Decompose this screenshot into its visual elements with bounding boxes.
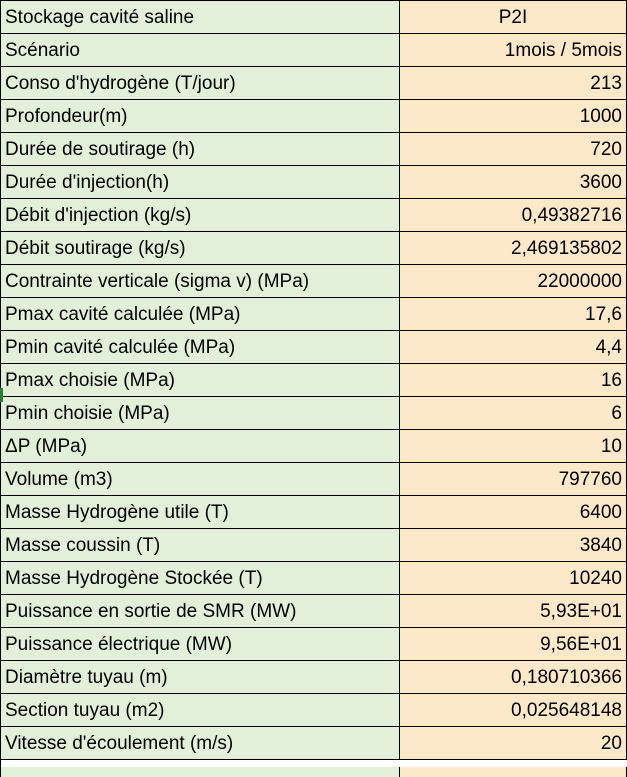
value-cell[interactable]: 20 (400, 727, 627, 760)
value-cell[interactable]: 16 (400, 364, 627, 397)
label-cell[interactable]: Durée d'injection(h) (0, 166, 400, 199)
value-cell[interactable]: 22000000 (400, 265, 627, 298)
label-cell[interactable]: Puissance en sortie de SMR (MW) (0, 595, 400, 628)
empty-table-row (0, 767, 627, 777)
value-cell[interactable]: 797760 (400, 463, 627, 496)
value-cell[interactable]: 2,469135802 (400, 232, 627, 265)
table-row: ΔP (MPa) 10 (0, 430, 627, 463)
label-cell[interactable]: Durée de soutirage (h) (0, 133, 400, 166)
label-cell[interactable]: Profondeur(m) (0, 100, 400, 133)
grid-top-border (0, 0, 627, 1)
table-row: Vitesse d'écoulement (m/s) 20 (0, 727, 627, 760)
label-cell[interactable]: Vitesse d'écoulement (m/s) (0, 727, 400, 760)
table-row: Contrainte verticale (sigma v) (MPa) 220… (0, 265, 627, 298)
empty-value-cell[interactable] (400, 767, 627, 777)
table-row: Scénario 1mois / 5mois (0, 34, 627, 67)
value-cell[interactable]: P2I (400, 1, 627, 34)
label-cell[interactable]: Puissance électrique (MW) (0, 628, 400, 661)
value-cell[interactable]: 9,56E+01 (400, 628, 627, 661)
value-cell[interactable]: 10 (400, 430, 627, 463)
label-cell[interactable]: Pmin choisie (MPa) (0, 397, 400, 430)
value-cell[interactable]: 6400 (400, 496, 627, 529)
label-cell[interactable]: Pmax cavité calculée (MPa) (0, 298, 400, 331)
table-row: Pmin cavité calculée (MPa) 4,4 (0, 331, 627, 364)
value-cell[interactable]: 0,49382716 (400, 199, 627, 232)
value-cell[interactable]: 6 (400, 397, 627, 430)
table-row: Pmax choisie (MPa) 16 (0, 364, 627, 397)
value-cell[interactable]: 1mois / 5mois (400, 34, 627, 67)
label-cell[interactable]: Débit soutirage (kg/s) (0, 232, 400, 265)
value-cell[interactable]: 0,025648148 (400, 694, 627, 727)
value-cell[interactable]: 0,180710366 (400, 661, 627, 694)
label-cell[interactable]: Scénario (0, 34, 400, 67)
label-cell[interactable]: Contrainte verticale (sigma v) (MPa) (0, 265, 400, 298)
table-row: Masse Hydrogène utile (T) 6400 (0, 496, 627, 529)
table-row: Pmax cavité calculée (MPa) 17,6 (0, 298, 627, 331)
table-row: Section tuyau (m2) 0,025648148 (0, 694, 627, 727)
label-cell[interactable]: Masse Hydrogène Stockée (T) (0, 562, 400, 595)
table-row: Masse Hydrogène Stockée (T) 10240 (0, 562, 627, 595)
table-row: Durée d'injection(h) 3600 (0, 166, 627, 199)
value-cell[interactable]: 17,6 (400, 298, 627, 331)
table-row: Masse coussin (T) 3840 (0, 529, 627, 562)
table-row: Volume (m3) 797760 (0, 463, 627, 496)
value-cell[interactable]: 4,4 (400, 331, 627, 364)
table-row: Profondeur(m) 1000 (0, 100, 627, 133)
table-row: Conso d'hydrogène (T/jour) 213 (0, 67, 627, 100)
table-row: Stockage cavité saline P2I (0, 1, 627, 34)
table-row: Diamètre tuyau (m) 0,180710366 (0, 661, 627, 694)
label-cell[interactable]: ΔP (MPa) (0, 430, 400, 463)
value-cell[interactable]: 1000 (400, 100, 627, 133)
value-cell[interactable]: 3600 (400, 166, 627, 199)
table-row: Puissance en sortie de SMR (MW) 5,93E+01 (0, 595, 627, 628)
label-cell[interactable]: Conso d'hydrogène (T/jour) (0, 67, 400, 100)
empty-label-cell[interactable] (0, 767, 400, 777)
table-row: Durée de soutirage (h) 720 (0, 133, 627, 166)
value-cell[interactable]: 720 (400, 133, 627, 166)
label-cell[interactable]: Masse coussin (T) (0, 529, 400, 562)
table-row: Pmin choisie (MPa) 6 (0, 397, 627, 430)
label-cell[interactable]: Masse Hydrogène utile (T) (0, 496, 400, 529)
value-cell[interactable]: 213 (400, 67, 627, 100)
table-row: Débit soutirage (kg/s) 2,469135802 (0, 232, 627, 265)
value-cell[interactable]: 3840 (400, 529, 627, 562)
label-cell[interactable]: Stockage cavité saline (0, 1, 400, 34)
label-cell[interactable]: Pmax choisie (MPa) (0, 364, 400, 397)
row-marker (0, 388, 3, 402)
label-cell[interactable]: Volume (m3) (0, 463, 400, 496)
label-cell[interactable]: Pmin cavité calculée (MPa) (0, 331, 400, 364)
value-cell[interactable]: 5,93E+01 (400, 595, 627, 628)
value-cell[interactable]: 10240 (400, 562, 627, 595)
label-cell[interactable]: Section tuyau (m2) (0, 694, 400, 727)
label-cell[interactable]: Débit d'injection (kg/s) (0, 199, 400, 232)
label-cell[interactable]: Diamètre tuyau (m) (0, 661, 400, 694)
table-row: Puissance électrique (MW) 9,56E+01 (0, 628, 627, 661)
table-row: Débit d'injection (kg/s) 0,49382716 (0, 199, 627, 232)
